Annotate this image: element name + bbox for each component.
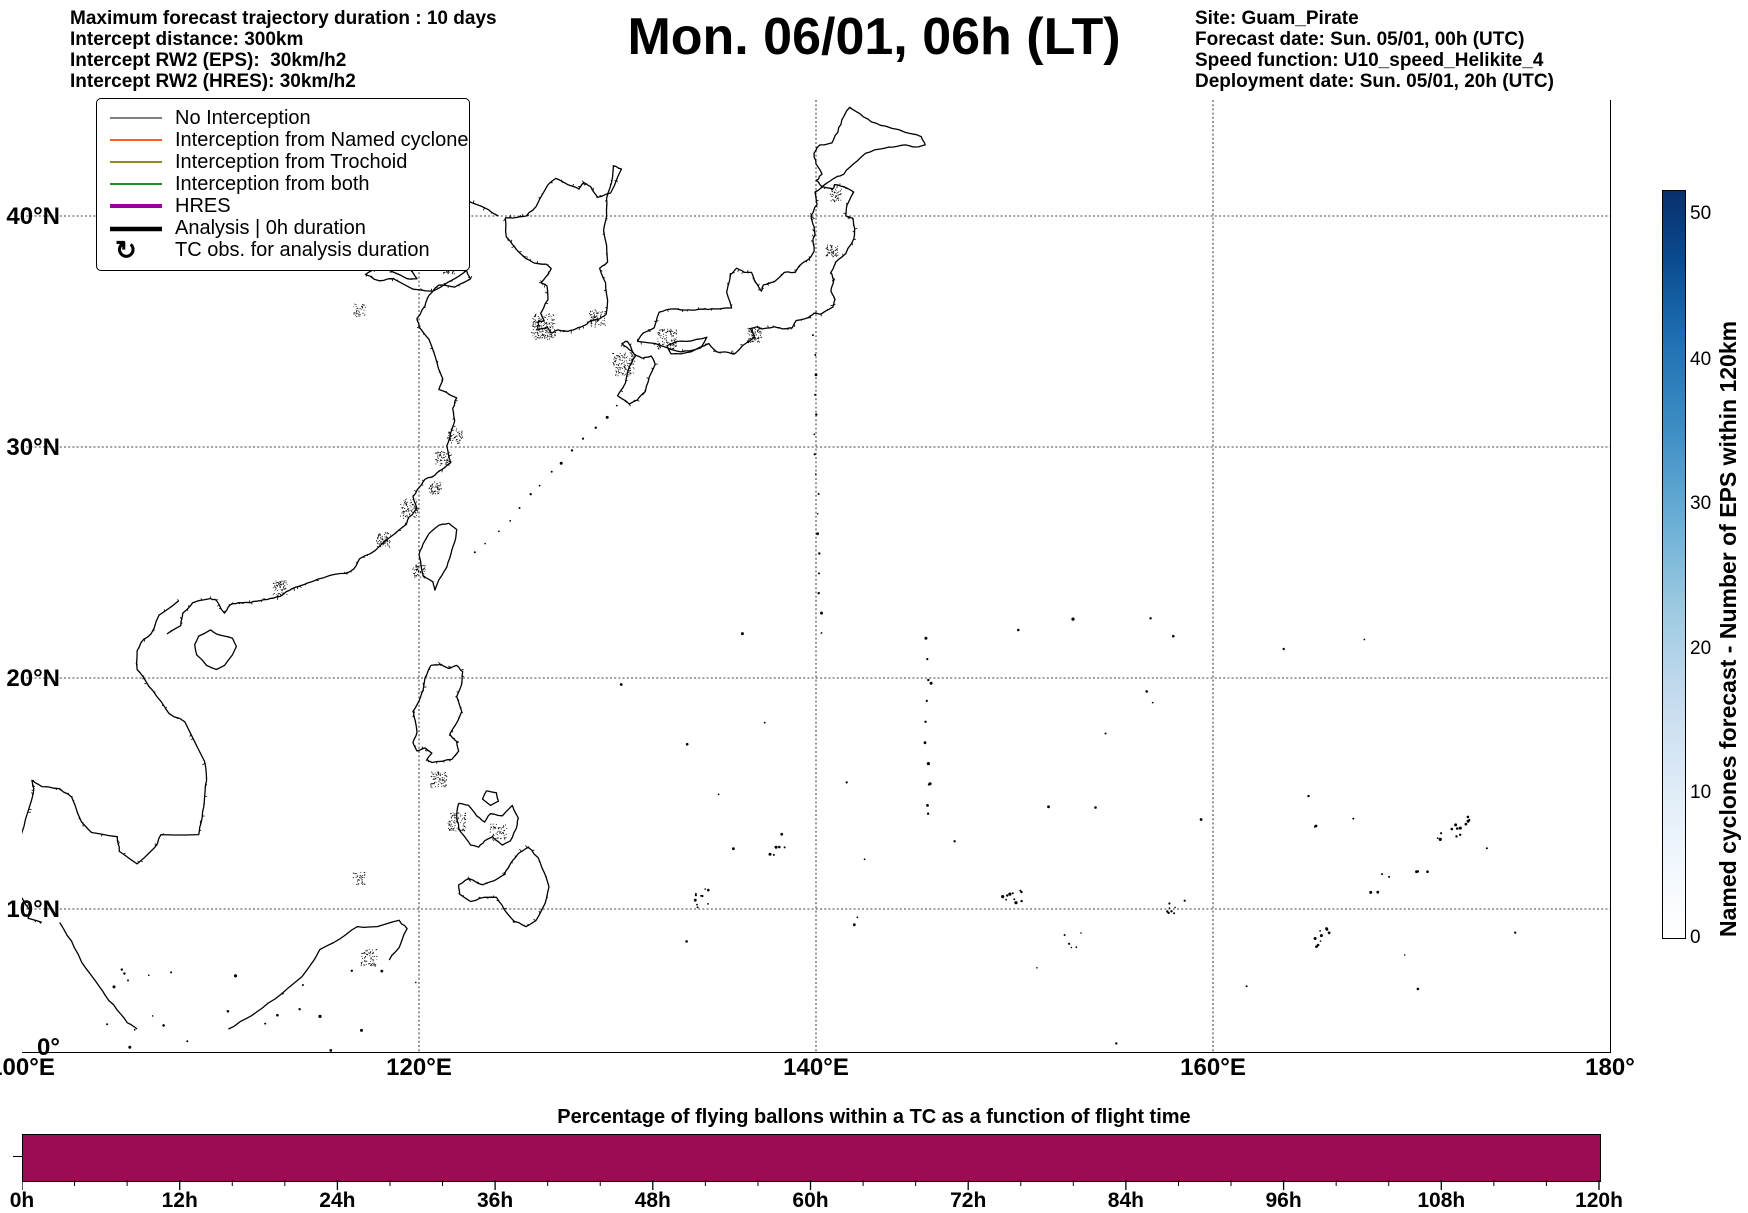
svg-text:↻: ↻ [115,235,137,265]
